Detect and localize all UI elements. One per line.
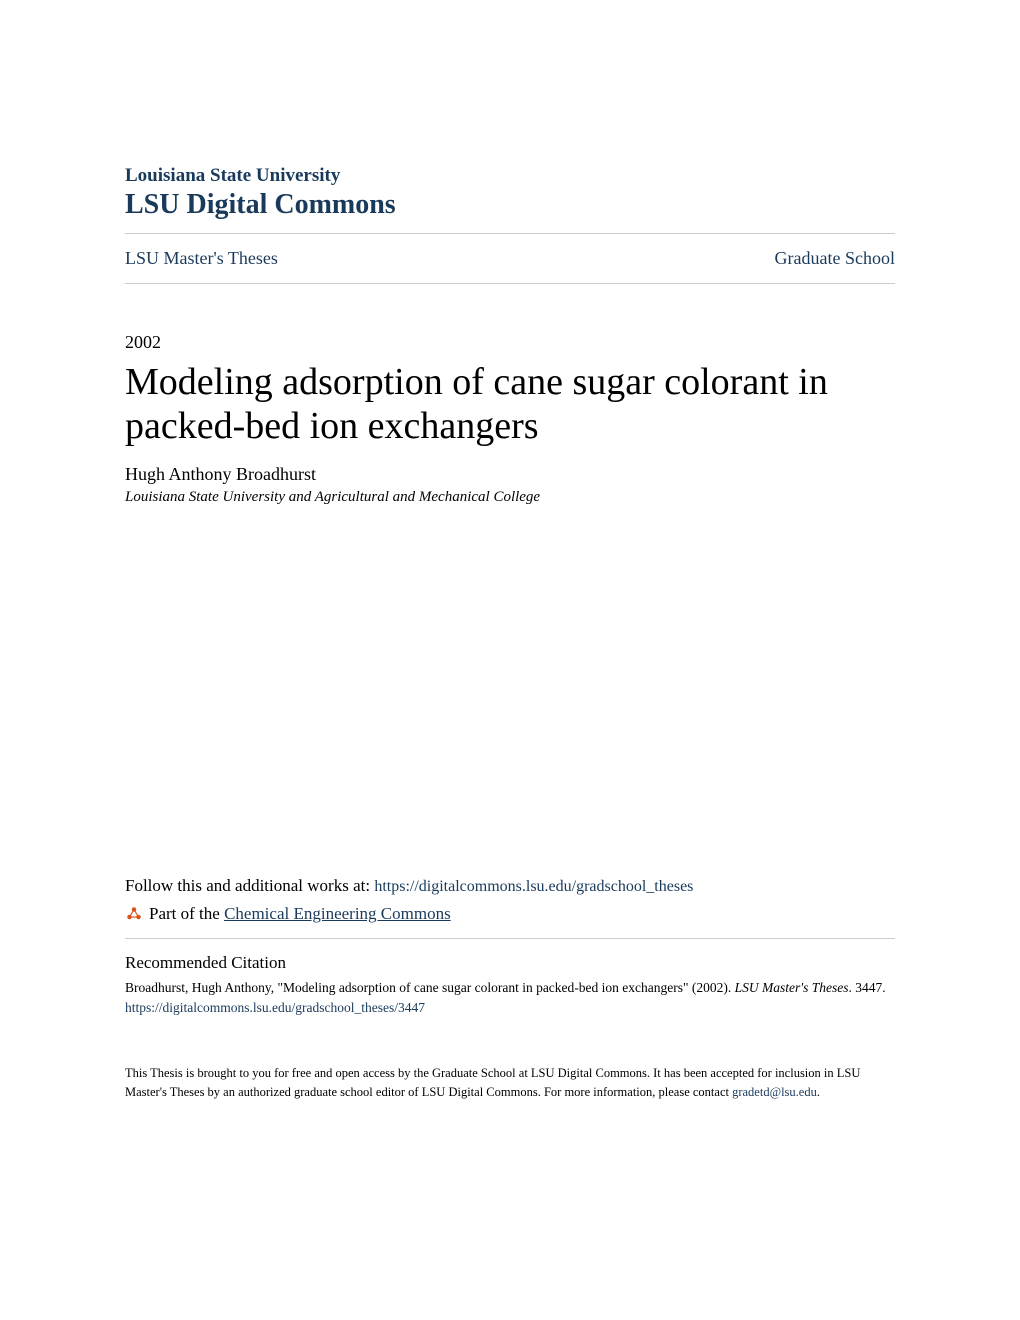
breadcrumb-divider [125,283,895,284]
network-icon [125,905,143,923]
breadcrumb-collection[interactable]: LSU Master's Theses [125,248,278,269]
citation-heading: Recommended Citation [125,953,895,973]
citation-section: Recommended Citation Broadhurst, Hugh An… [125,953,895,1016]
breadcrumb: LSU Master's Theses Graduate School [125,234,895,283]
institution-name: Louisiana State University [125,165,895,187]
repository-name[interactable]: LSU Digital Commons [125,189,895,221]
author-affiliation: Louisiana State University and Agricultu… [125,489,895,506]
follow-section: Follow this and additional works at: htt… [125,876,895,924]
citation-text: Broadhurst, Hugh Anthony, "Modeling adso… [125,979,895,998]
page-header: Louisiana State University LSU Digital C… [125,165,895,221]
follow-prefix: Follow this and additional works at: [125,876,374,895]
part-prefix: Part of the [149,904,224,923]
citation-link[interactable]: https://digitalcommons.lsu.edu/gradschoo… [125,1000,895,1016]
breadcrumb-school[interactable]: Graduate School [775,248,895,269]
publication-year: 2002 [125,332,895,353]
part-of-text: Part of the Chemical Engineering Commons [149,904,451,924]
footer-email-link[interactable]: gradetd@lsu.edu [732,1085,817,1099]
follow-link[interactable]: https://digitalcommons.lsu.edu/gradschoo… [374,878,693,895]
footer-part2: . [817,1085,820,1099]
part-link[interactable]: Chemical Engineering Commons [224,904,451,923]
citation-part1: Broadhurst, Hugh Anthony, "Modeling adso… [125,980,735,995]
follow-line: Follow this and additional works at: htt… [125,876,895,896]
citation-part2: . 3447. [849,980,886,995]
citation-divider [125,938,895,939]
document-title: Modeling adsorption of cane sugar colora… [125,361,895,448]
footer-text: This Thesis is brought to you for free a… [125,1064,895,1102]
part-of-line: Part of the Chemical Engineering Commons [125,904,895,924]
citation-series: LSU Master's Theses [735,980,849,995]
author-name: Hugh Anthony Broadhurst [125,464,895,485]
